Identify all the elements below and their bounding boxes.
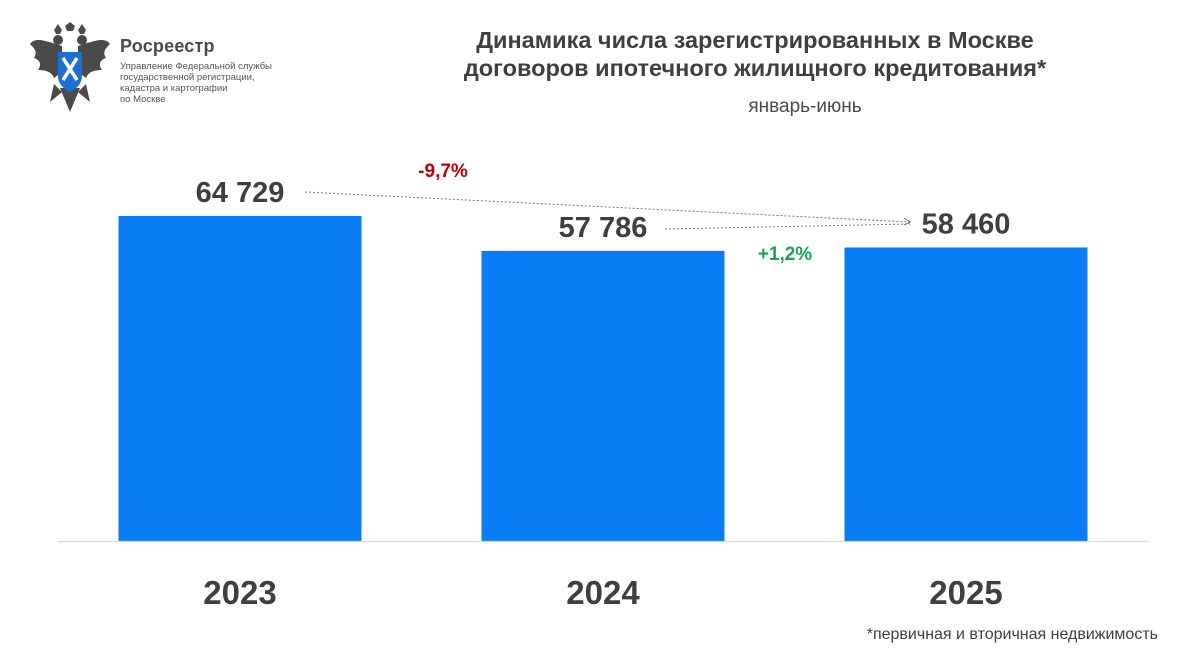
- chart-title-line: договоров ипотечного жилищного кредитова…: [463, 55, 1047, 81]
- logo-subtitle: Управление Федеральной службы государств…: [120, 61, 300, 105]
- x-tick-label: 2024: [566, 574, 640, 611]
- change-arrow-2023-2025: [304, 191, 910, 222]
- chart-subtitle: январь-июнь: [748, 96, 862, 117]
- value-label: 57 786: [559, 212, 648, 244]
- logo-subtitle-line: Управление Федеральной службы: [120, 61, 272, 72]
- value-label: 64 729: [196, 177, 285, 209]
- value-label: 58 460: [922, 208, 1011, 240]
- change-label-2024-2025: +1,2%: [758, 244, 813, 265]
- chart-title-line: Динамика числа зарегистрированных в Моск…: [476, 27, 1034, 53]
- x-tick-label: 2023: [203, 574, 276, 611]
- bar-2025: [844, 247, 1088, 541]
- chart-title: Динамика числа зарегистрированных в Моск…: [460, 26, 1050, 82]
- logo-subtitle-line: кадастра и картографии: [120, 83, 228, 94]
- change-arrow-2024-2025: [664, 223, 911, 230]
- double-headed-eagle-icon: [30, 22, 110, 112]
- footnote: *первичная и вторичная недвижимость: [866, 626, 1158, 643]
- x-tick-label: 2025: [929, 574, 1002, 611]
- rosreestr-logo: Росреестр Управление Федеральной службы …: [28, 22, 298, 114]
- bar-2024: [481, 250, 725, 541]
- bar-2023: [118, 216, 362, 541]
- logo-subtitle-line: государственной регистрации,: [120, 72, 255, 83]
- change-label-2023-2025: -9,7%: [418, 161, 468, 182]
- logo-name: Росреестр: [120, 36, 215, 56]
- logo-subtitle-line: по Москве: [120, 94, 166, 105]
